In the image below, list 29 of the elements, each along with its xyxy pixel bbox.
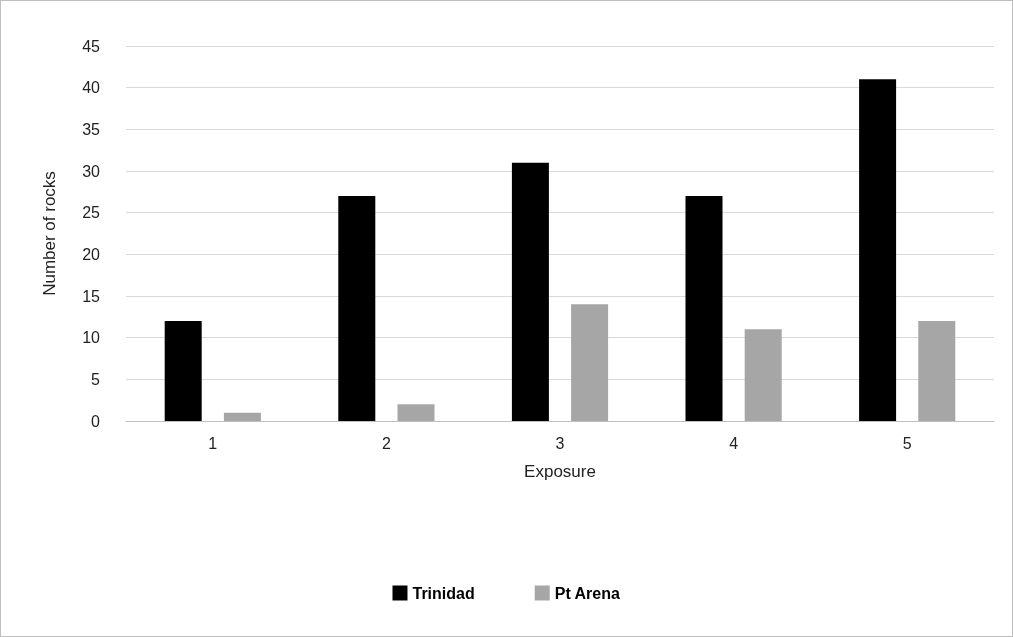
y-tick-label: 25 bbox=[82, 204, 101, 222]
x-tick-label: 3 bbox=[555, 434, 565, 452]
y-tick-label: 45 bbox=[82, 37, 101, 55]
y-tick-label: 10 bbox=[82, 329, 101, 347]
bar bbox=[685, 196, 723, 421]
bar bbox=[744, 329, 782, 421]
y-tick-label: 20 bbox=[82, 245, 101, 263]
legend-label: Pt Arena bbox=[554, 584, 621, 602]
bar bbox=[338, 196, 376, 421]
y-tick-label: 5 bbox=[91, 370, 101, 388]
x-tick-label: 5 bbox=[902, 434, 912, 452]
x-axis-title: Exposure bbox=[524, 462, 596, 481]
bar bbox=[223, 412, 261, 421]
y-tick-label: 0 bbox=[91, 412, 101, 430]
bar bbox=[164, 321, 202, 421]
y-tick-label: 35 bbox=[82, 120, 101, 138]
y-axis-title: Number of rocks bbox=[40, 171, 59, 296]
y-tick-label: 30 bbox=[82, 162, 101, 180]
y-tick-label: 15 bbox=[82, 287, 101, 305]
y-tick-label: 40 bbox=[82, 79, 101, 97]
bar bbox=[918, 321, 956, 421]
x-tick-label: 2 bbox=[381, 434, 391, 452]
bar bbox=[397, 404, 435, 421]
bar bbox=[511, 162, 549, 421]
bar bbox=[571, 304, 609, 421]
legend-label: Trinidad bbox=[412, 584, 475, 602]
bar bbox=[859, 79, 897, 421]
x-tick-label: 1 bbox=[208, 434, 218, 452]
x-tick-label: 4 bbox=[729, 434, 739, 452]
